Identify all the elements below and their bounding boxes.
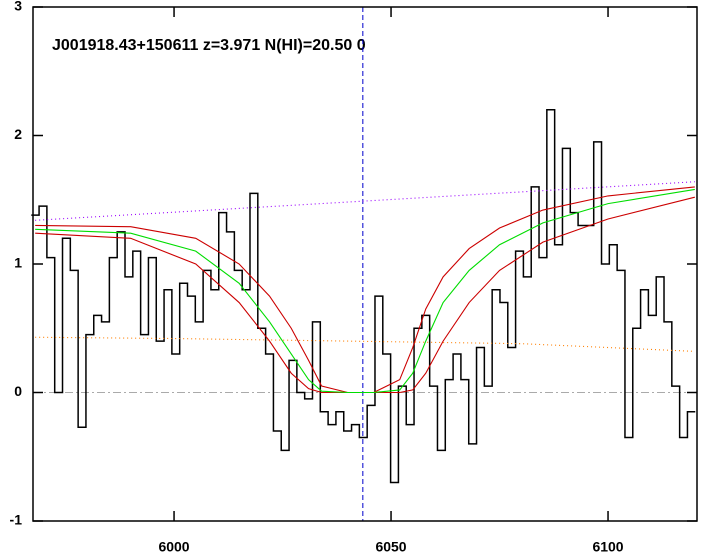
chart-title: J001918.43+150611 z=3.971 N(HI)=20.50 0 [52, 37, 366, 54]
y-tick-label: 3 [14, 0, 22, 14]
series-line [31, 109, 696, 484]
series-line [35, 336, 695, 352]
y-tick-label: 2 [14, 126, 22, 142]
x-tick-label: 6100 [592, 539, 623, 555]
series-line [35, 186, 695, 394]
y-tick-label: -1 [10, 512, 23, 528]
y-tick-label: 0 [14, 383, 22, 399]
y-tick-label: 1 [14, 255, 22, 271]
x-tick-label: 6000 [158, 539, 189, 555]
series-line [35, 181, 695, 221]
series-line [35, 196, 695, 394]
x-tick-label: 6050 [375, 539, 406, 555]
series-line [35, 188, 695, 394]
